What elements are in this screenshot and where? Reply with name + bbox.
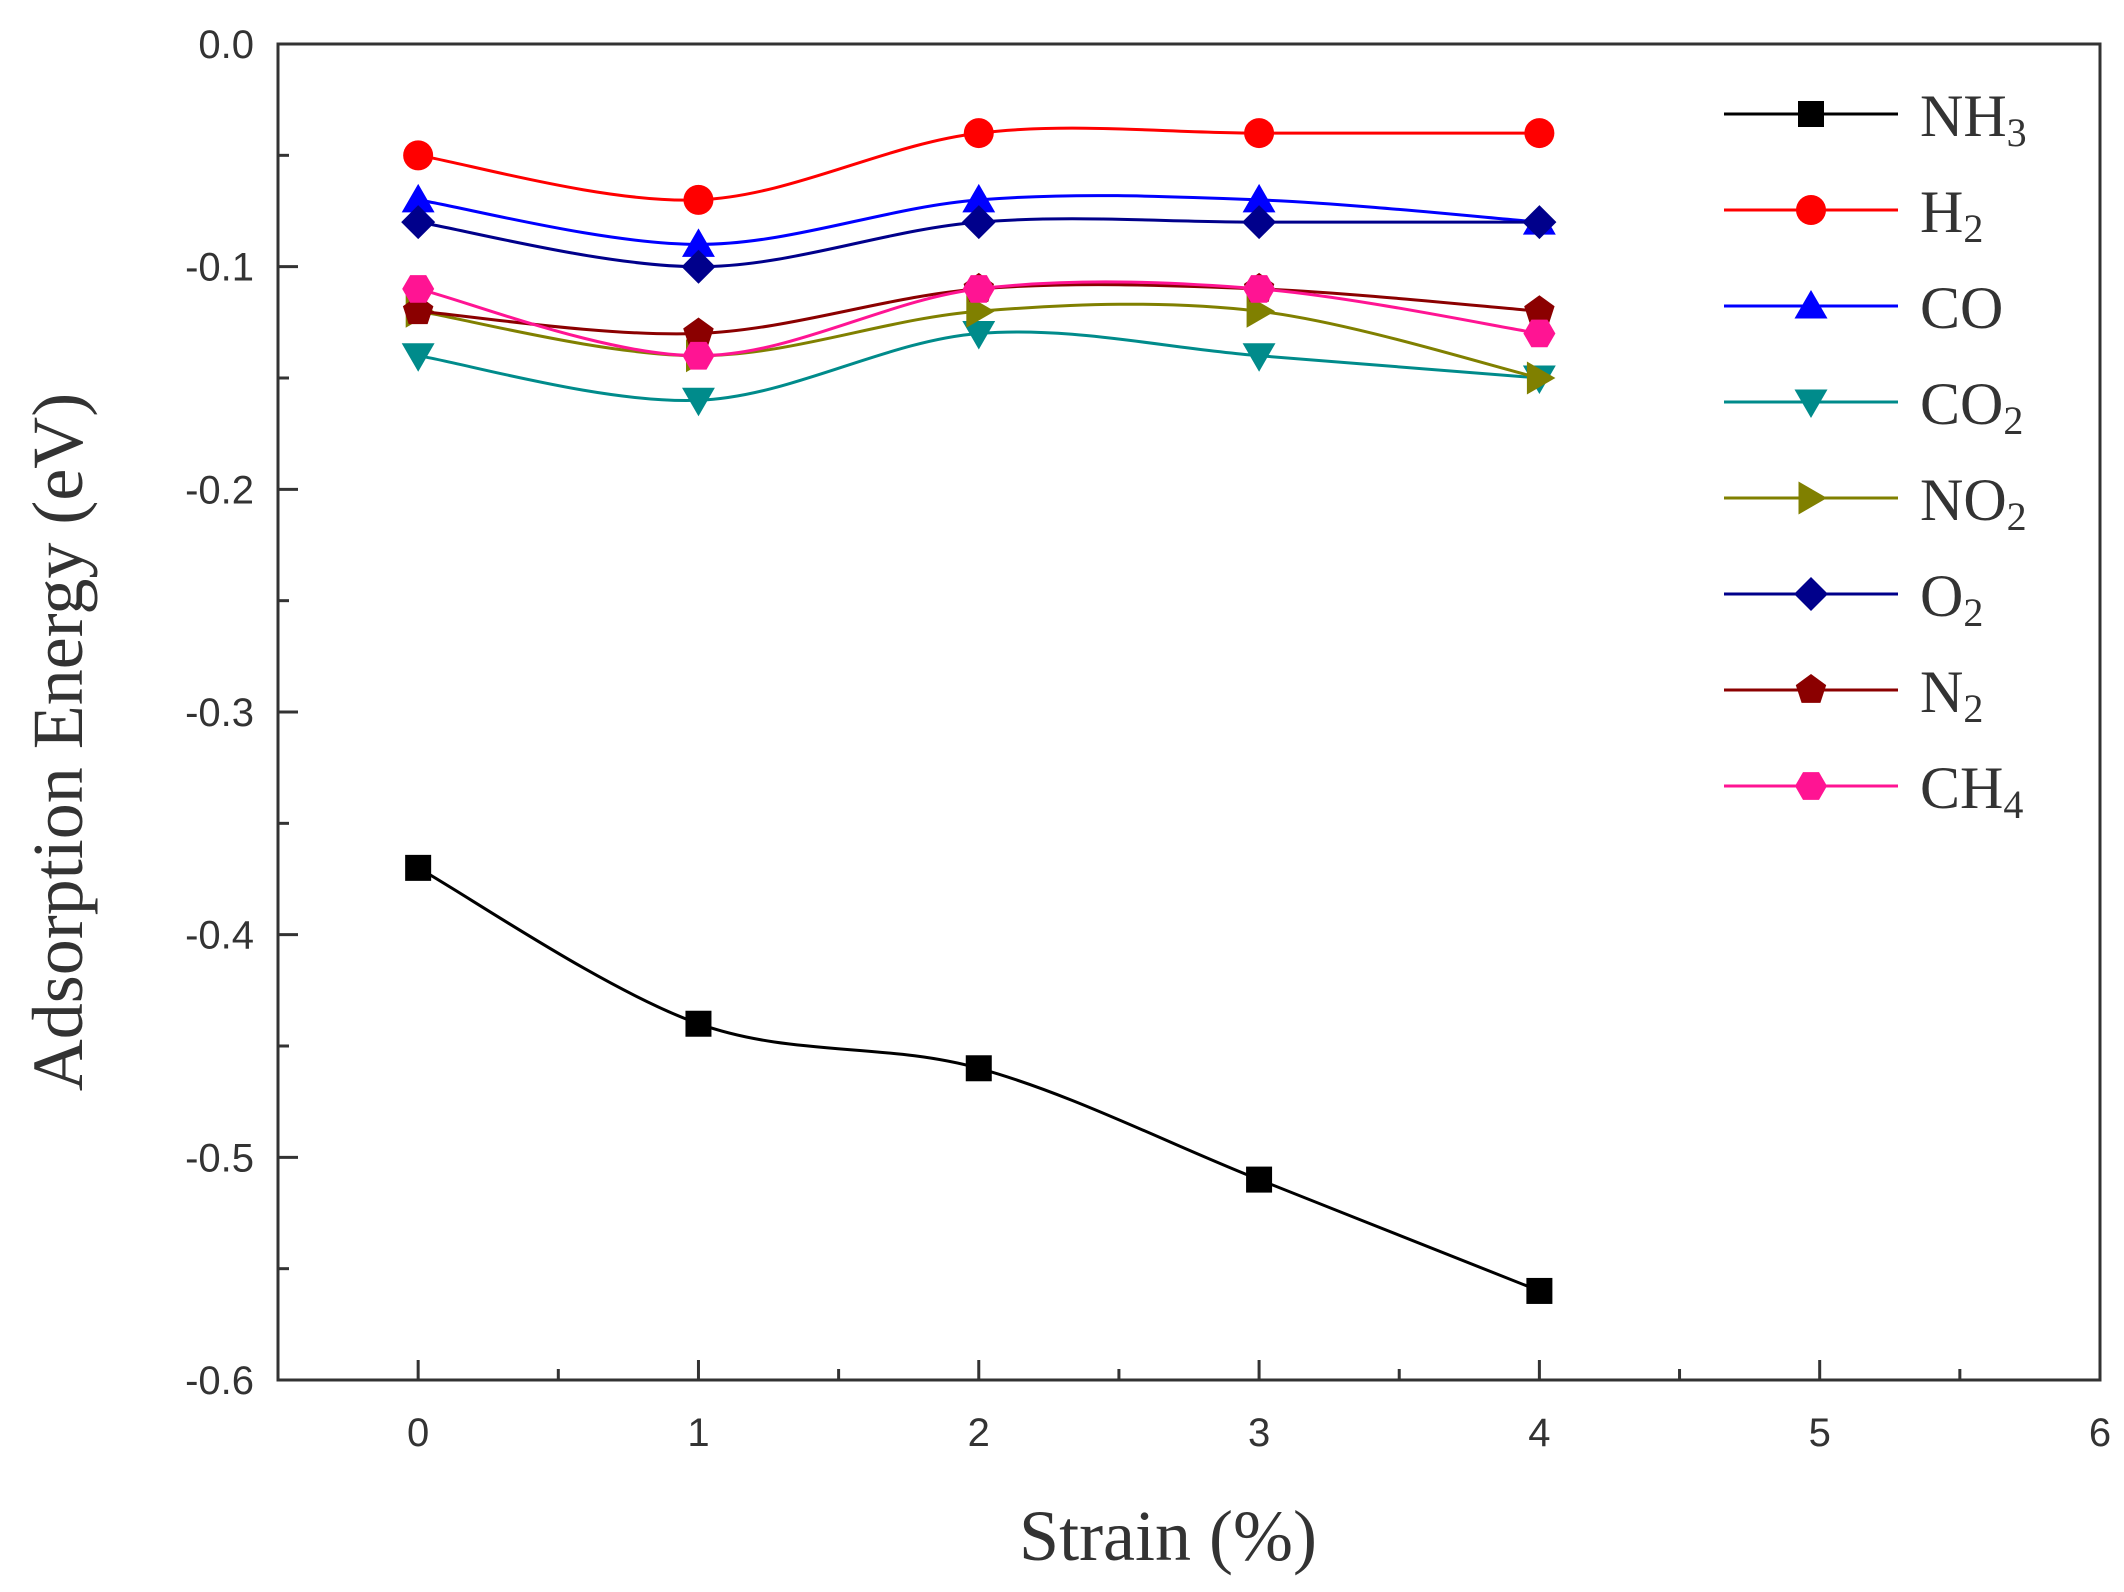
legend-item-NH3: NH3 bbox=[1724, 83, 2027, 155]
data-point bbox=[962, 321, 996, 350]
legend-marker bbox=[1795, 674, 1827, 703]
legend-label-subscript: 2 bbox=[2007, 494, 2027, 539]
data-point bbox=[1244, 118, 1275, 149]
y-axis-title: Adsorption Energy (eV) bbox=[18, 393, 98, 1092]
legend-marker bbox=[1796, 195, 1826, 225]
data-point bbox=[681, 249, 716, 284]
legend-label-subscript: 2 bbox=[1963, 206, 1983, 251]
y-tick-label: -0.4 bbox=[185, 914, 254, 958]
data-point bbox=[1524, 118, 1555, 149]
x-tick-label: 0 bbox=[407, 1411, 429, 1455]
data-point bbox=[401, 183, 435, 213]
data-point bbox=[1523, 319, 1556, 348]
axes: 0 1 2 3 4 5 6 0.0 -0.1 -0.2 -0.3 -0.4 -0.5 -0.6 bbox=[185, 23, 2111, 1455]
series-NH3 bbox=[405, 854, 1553, 1304]
data-point bbox=[1246, 294, 1276, 328]
legend-label-main: NH bbox=[1920, 83, 2007, 149]
x-tick-label: 3 bbox=[1248, 1411, 1270, 1455]
legend-marker bbox=[1794, 389, 1828, 418]
data-point bbox=[1243, 275, 1276, 303]
legend-marker bbox=[1794, 577, 1828, 611]
legend-item-H2: H2 bbox=[1724, 179, 1983, 251]
legend-label-main: CO bbox=[1920, 275, 2003, 341]
data-point bbox=[1524, 295, 1555, 325]
x-tick-label: 6 bbox=[2089, 1411, 2111, 1455]
data-point bbox=[1526, 1277, 1553, 1304]
legend-item-O2: O2 bbox=[1724, 563, 1983, 635]
legend-label: CO bbox=[1920, 275, 2003, 341]
y-tick-label: -0.1 bbox=[185, 246, 254, 290]
data-point bbox=[961, 205, 996, 240]
data-point bbox=[401, 343, 435, 372]
data-point bbox=[962, 183, 996, 213]
data-point bbox=[683, 317, 714, 347]
legend-marker bbox=[1798, 101, 1824, 127]
data-point bbox=[1526, 361, 1556, 395]
x-tick-label: 4 bbox=[1528, 1411, 1550, 1455]
legend-label: O2 bbox=[1920, 563, 1983, 635]
data-point bbox=[405, 854, 432, 881]
data-point bbox=[1246, 1166, 1273, 1193]
legend-label-main: CH bbox=[1920, 755, 2003, 821]
data-point bbox=[1242, 343, 1276, 372]
legend-label: N2 bbox=[1920, 659, 1983, 731]
data-point bbox=[682, 228, 715, 257]
data-point bbox=[682, 387, 715, 417]
legend-label: CH4 bbox=[1920, 755, 2023, 827]
legend-item-N2: N2 bbox=[1724, 659, 1983, 731]
legend-item-NO2: NO2 bbox=[1724, 467, 2027, 539]
series-CO2 bbox=[401, 321, 1556, 417]
legend-label: CO2 bbox=[1920, 371, 2023, 443]
x-tick-label: 2 bbox=[968, 1411, 990, 1455]
legend-label-subscript: 2 bbox=[2003, 398, 2023, 443]
legend-label-subscript: 3 bbox=[2007, 110, 2027, 155]
legend-label: NH3 bbox=[1920, 83, 2027, 155]
legend-label-main: O bbox=[1920, 563, 1963, 629]
legend-label-main: CO bbox=[1920, 371, 2003, 437]
y-tick-label: 0.0 bbox=[198, 23, 254, 67]
data-point bbox=[683, 184, 714, 215]
data-point bbox=[965, 1055, 992, 1082]
legend-label-subscript: 2 bbox=[1963, 686, 1983, 731]
x-tick-label: 1 bbox=[687, 1411, 709, 1455]
y-tick-label: -0.5 bbox=[185, 1136, 254, 1180]
data-point bbox=[963, 118, 994, 149]
data-point bbox=[403, 140, 434, 171]
legend-marker bbox=[1794, 290, 1828, 319]
legend-label: H2 bbox=[1920, 179, 1983, 251]
data-point bbox=[962, 275, 995, 303]
y-tick-label: -0.3 bbox=[185, 691, 254, 735]
legend-label-subscript: 4 bbox=[2003, 782, 2023, 827]
legend-item-CO: CO bbox=[1724, 275, 2003, 341]
legend-label-main: N bbox=[1920, 659, 1963, 725]
legend-label: NO2 bbox=[1920, 467, 2027, 539]
y-tick-label: -0.2 bbox=[185, 468, 254, 512]
data-point bbox=[402, 275, 435, 303]
series-H2 bbox=[403, 118, 1555, 215]
y-tick-label: -0.6 bbox=[185, 1359, 254, 1403]
legend-item-CH4: CH4 bbox=[1724, 755, 2023, 827]
plot-series bbox=[401, 118, 1557, 1304]
legend-label-main: NO bbox=[1920, 467, 2007, 533]
data-point bbox=[682, 341, 715, 370]
data-point bbox=[401, 205, 436, 240]
legend-label-subscript: 2 bbox=[1963, 590, 1983, 635]
legend-label-main: H bbox=[1920, 179, 1963, 245]
data-point bbox=[1522, 205, 1557, 240]
legend-marker bbox=[1795, 772, 1827, 800]
series-O2 bbox=[401, 205, 1557, 284]
x-axis-title: Strain (%) bbox=[1019, 1496, 1317, 1576]
data-point bbox=[1242, 183, 1276, 213]
data-point bbox=[1242, 205, 1277, 240]
x-tick-label: 5 bbox=[1809, 1411, 1831, 1455]
series-CO bbox=[401, 183, 1556, 257]
plot-frame bbox=[276, 42, 2102, 1382]
data-point bbox=[685, 1010, 712, 1037]
legend-item-CO2: CO2 bbox=[1724, 371, 2023, 443]
data-point bbox=[966, 294, 995, 328]
legend-marker bbox=[1798, 481, 1827, 515]
series-CH4 bbox=[402, 275, 1556, 370]
